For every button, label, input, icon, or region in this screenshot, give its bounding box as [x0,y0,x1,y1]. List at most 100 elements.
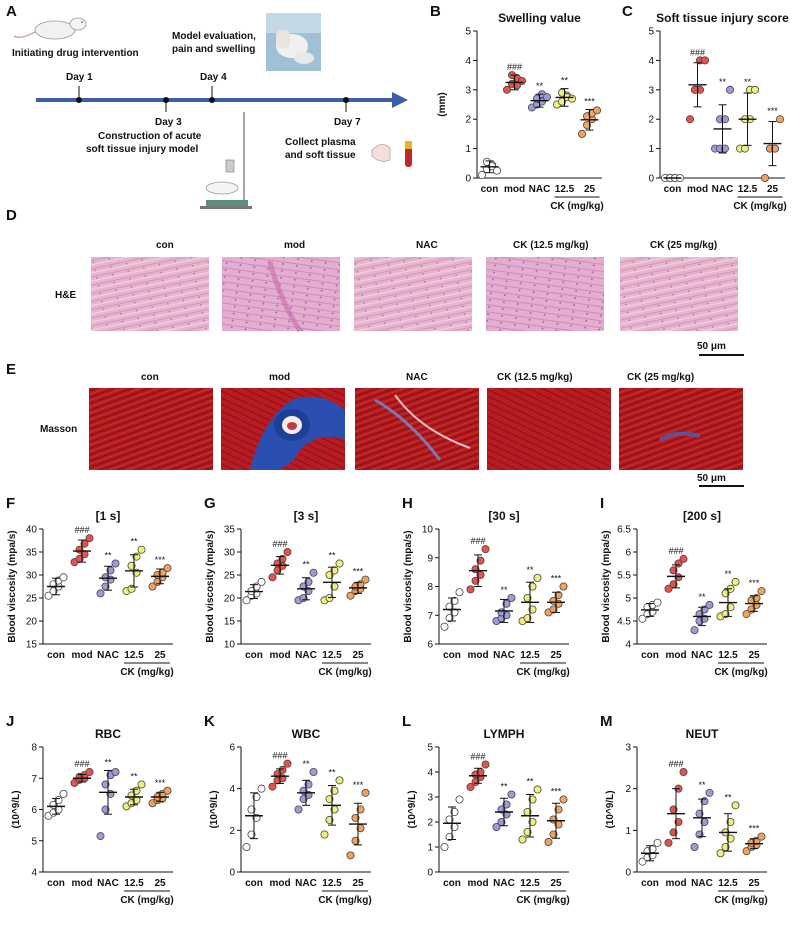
data-point [59,573,68,582]
significance-label: ** [500,782,508,792]
data-point [701,56,710,65]
data-point [518,835,527,844]
data-point [440,843,449,852]
dose-label: CK (mg/kg) [318,667,371,678]
x-tick-label: mod [665,878,686,889]
data-point [445,614,454,623]
chart-title: Soft tissue injury score [656,11,789,25]
data-point [127,561,136,570]
x-tick-label: 12.5 [520,650,540,661]
sample-tube-icon [371,141,412,167]
masson-col-label-4: CK (12.5 mg/kg) [497,372,573,383]
x-tick-label: con [641,650,659,661]
data-point [528,605,537,614]
y-tick-label: 0 [648,174,654,185]
data-point [543,93,552,102]
y-tick-label: 2 [465,115,471,126]
y-tick-label: 5 [465,27,471,38]
chart-g: [3 s] 10 15 20 25 30 35 Blood viscosity (mpa/s)… [205,509,372,678]
data-point [726,603,735,612]
data-point [568,94,577,103]
data-point [101,780,110,789]
y-tick-label: 7 [427,611,433,622]
data-point [101,573,110,582]
he-image-nac [354,257,472,331]
data-point [761,173,770,182]
data-point [325,795,334,804]
construct-text-2: soft tissue injury model [86,144,198,155]
significance-label: *** [551,574,562,584]
dose-label: CK (mg/kg) [318,895,371,906]
data-point [466,585,475,594]
significance-label: ** [561,76,569,86]
x-tick-label: 25 [550,878,562,889]
data-point [721,589,730,598]
y-tick-label: 5 [625,594,631,605]
y-tick-label: 8 [31,743,37,754]
significance-label: ** [724,792,732,802]
significance-label: ** [302,560,310,570]
data-point [523,614,532,623]
x-tick-label: 12.5 [555,184,575,195]
data-point [528,818,537,827]
day-markers [76,86,349,112]
x-tick-label: 25 [748,878,760,889]
masson-image-mod [221,388,345,470]
significance-label: ** [328,551,336,561]
data-point [528,795,537,804]
x-tick-label: mod [687,184,708,195]
x-tick-label: 12.5 [322,650,342,661]
y-tick-label: 5.5 [617,571,631,582]
data-point [578,129,587,138]
data-point [492,823,501,832]
data-point [309,568,318,577]
x-tick-label: NAC [712,184,734,195]
significance-label: *** [353,780,364,790]
y-axis-label: Blood viscosity (mpa/s) [601,530,612,642]
y-tick-label: 4 [648,56,654,67]
data-point [330,786,339,795]
significance-label: ### [74,525,89,535]
he-col-label-5: CK (25 mg/kg) [650,240,717,251]
data-point [726,818,735,827]
significance-label: ### [470,752,485,762]
data-point [455,795,464,804]
x-tick-label: 25 [767,184,779,195]
data-point [440,622,449,631]
panel-d-he-images: D con mod NAC CK (12.5 mg/kg) CK (25 mg/… [6,207,744,356]
data-point [518,76,527,85]
chart-i: [200 s] 4 4.5 5 5.5 6 6.5 Blood viscosity (mpa/… [601,509,768,678]
he-col-label-4: CK (12.5 mg/kg) [513,240,589,251]
significance-label: ** [526,777,534,787]
data-point [450,608,459,617]
data-point [476,571,485,580]
chart-title: NEUT [686,727,719,741]
masson-col-label-1: con [141,372,159,383]
data-point [346,591,355,600]
data-point [111,559,120,568]
chart-m: NEUT 0 1 2 3 (10^9/L) con mod ### NAC ** 12.5 ** 25 **… [605,727,768,906]
y-axis-label: (10^9/L) [407,790,418,828]
data-point [726,834,735,843]
data-point [726,85,735,94]
y-tick-label: 3 [625,743,631,754]
he-col-label-1: con [156,240,174,251]
data-point [44,591,53,600]
data-point [691,85,700,94]
x-tick-label: mod [665,650,686,661]
masson-image-ck125 [487,388,611,470]
y-tick-label: 6 [427,640,433,651]
data-point [669,566,678,575]
data-point [356,805,365,814]
y-tick-label: 2 [229,826,235,837]
dose-label: CK (mg/kg) [550,201,603,212]
data-point [507,594,516,603]
x-tick-label: NAC [295,878,317,889]
y-tick-label: 6 [625,548,631,559]
y-axis-label: Blood viscosity (mpa/s) [7,530,18,642]
x-tick-label: 25 [352,650,364,661]
data-point [690,843,699,852]
data-point [533,785,542,794]
y-tick-label: 0 [465,174,471,185]
